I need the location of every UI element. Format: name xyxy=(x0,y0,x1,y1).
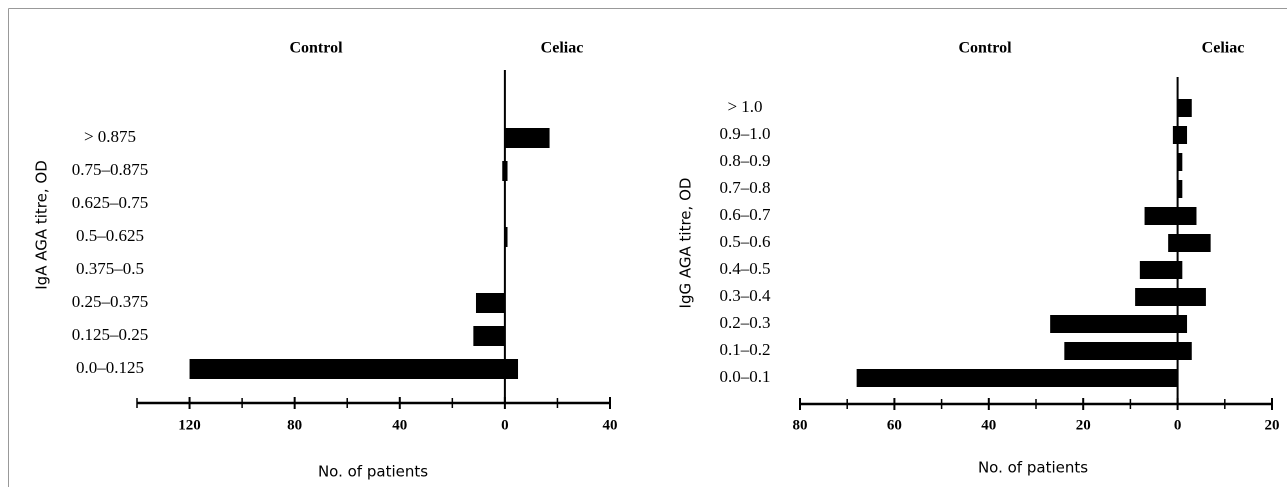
bar xyxy=(1177,288,1206,306)
x-tick-label: 40 xyxy=(981,417,996,433)
x-tick-label: 0 xyxy=(501,417,509,433)
bar xyxy=(504,128,550,148)
bar xyxy=(189,359,505,379)
series-header: Celiac xyxy=(1202,40,1245,57)
bar xyxy=(1139,261,1178,279)
category-label: 0.5–0.6 xyxy=(720,232,771,251)
bar xyxy=(1177,261,1183,279)
x-tick-label: 0 xyxy=(1174,417,1182,433)
bar xyxy=(1135,288,1178,306)
bar xyxy=(473,326,505,346)
bar xyxy=(1177,99,1192,117)
x-tick-label: 40 xyxy=(603,417,618,433)
x-axis-label: No. of patients xyxy=(978,459,1088,477)
bar xyxy=(504,161,508,181)
bar xyxy=(1168,234,1178,252)
x-tick-label: 20 xyxy=(1076,417,1091,433)
category-label: > 1.0 xyxy=(727,97,762,116)
bar xyxy=(1172,126,1178,144)
bar xyxy=(1050,315,1178,333)
category-label: 0.25–0.375 xyxy=(72,292,149,311)
bar xyxy=(1177,180,1183,198)
bar xyxy=(504,359,519,379)
y-axis-label: IgG AGA titre, OD xyxy=(677,178,695,309)
x-tick-label: 80 xyxy=(793,417,808,433)
category-label: 0.3–0.4 xyxy=(720,286,772,305)
bar xyxy=(1177,126,1188,144)
bar xyxy=(1177,315,1188,333)
x-tick-label: 80 xyxy=(287,417,302,433)
bar xyxy=(1177,153,1183,171)
category-label: 0.8–0.9 xyxy=(720,151,771,170)
bar xyxy=(1177,207,1197,225)
category-label: 0.125–0.25 xyxy=(72,325,149,344)
series-header: Control xyxy=(289,40,343,57)
series-header: Control xyxy=(958,40,1012,57)
x-tick-label: 120 xyxy=(178,417,201,433)
bar xyxy=(856,369,1178,387)
x-tick-label: 20 xyxy=(1265,417,1280,433)
bar xyxy=(504,227,508,247)
x-tick-label: 40 xyxy=(392,417,407,433)
bar xyxy=(502,161,505,181)
category-label: 0.2–0.3 xyxy=(720,313,771,332)
x-tick-label: 60 xyxy=(887,417,902,433)
category-label: 0.75–0.875 xyxy=(72,160,149,179)
bar xyxy=(475,293,505,313)
category-label: 0.5–0.625 xyxy=(76,226,144,245)
category-label: 0.4–0.5 xyxy=(720,259,771,278)
bar xyxy=(1177,342,1192,360)
category-label: 0.0–0.1 xyxy=(720,367,771,386)
y-axis-label: IgA AGA titre, OD xyxy=(33,160,51,290)
category-label: 0.0–0.125 xyxy=(76,358,144,377)
series-header: Celiac xyxy=(541,40,584,57)
bar xyxy=(1177,234,1211,252)
category-label: 0.1–0.2 xyxy=(720,340,771,359)
bar xyxy=(1064,342,1178,360)
bar xyxy=(1144,207,1178,225)
category-label: 0.625–0.75 xyxy=(72,193,149,212)
x-axis-label: No. of patients xyxy=(318,463,428,481)
category-label: 0.375–0.5 xyxy=(76,259,144,278)
category-label: 0.9–1.0 xyxy=(720,124,771,143)
category-label: > 0.875 xyxy=(84,127,136,146)
category-label: 0.7–0.8 xyxy=(720,178,771,197)
category-label: 0.6–0.7 xyxy=(720,205,772,224)
